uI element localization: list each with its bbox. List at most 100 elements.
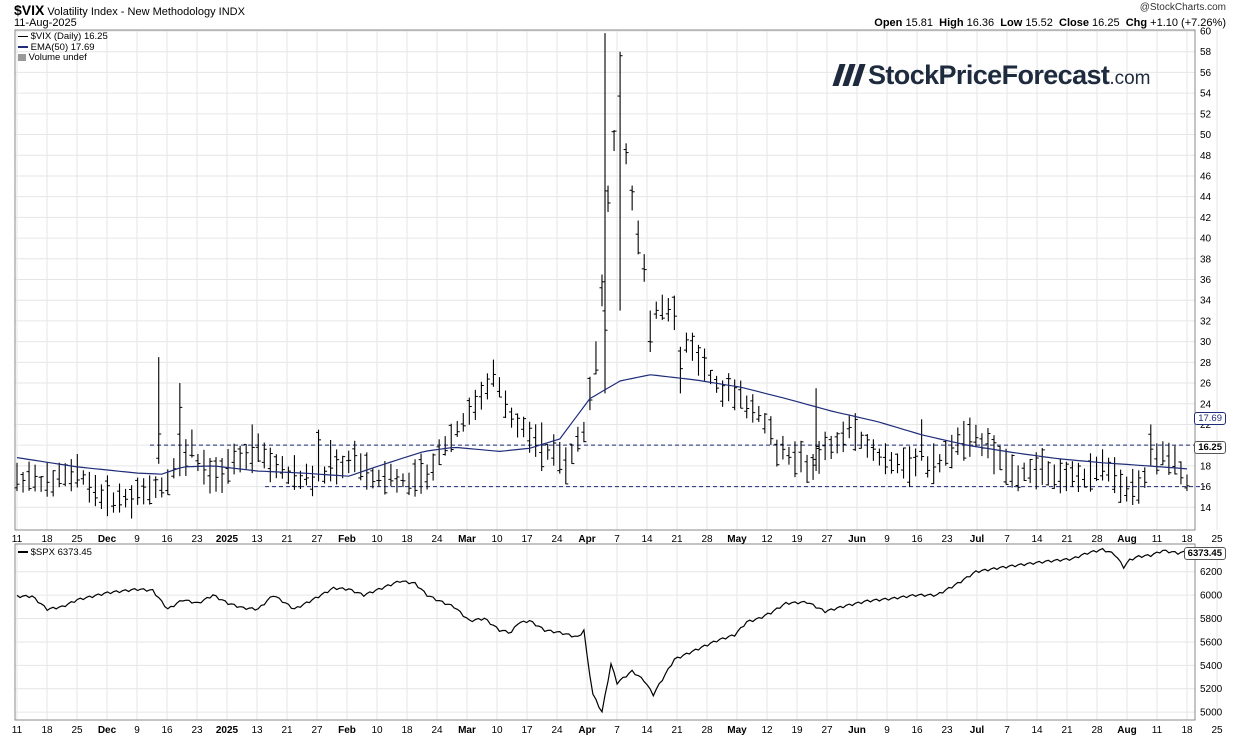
vix-x-tick-1: 18 [41,534,53,545]
spx-x-tick-37: Aug [1117,725,1136,736]
vix-x-tick-11: Feb [338,534,356,545]
ohlc-bar [466,397,472,425]
spx-x-tick-5: 16 [161,725,173,736]
ohlc-bar [635,220,641,255]
ohlc-bar [285,466,291,484]
spx-x-tick-21: 14 [641,725,653,736]
ohlc-bar [714,375,720,393]
spx-x-tick-4: 9 [134,725,140,736]
exchange: INDX [218,6,245,18]
ohlc-bar [1063,461,1069,492]
ohlc-bar [611,130,617,152]
ohlc-bar [1094,456,1100,482]
ohlc-bar [659,294,665,320]
ohlc-bar [810,454,816,480]
ohlc-bar [249,424,255,474]
vix-price-tag: 16.25 [1194,441,1226,454]
spx-x-tick-39: 18 [1181,725,1193,736]
ohlc-bar [913,448,919,477]
ohlc-bar [98,484,104,510]
ohlc-bar [201,449,207,485]
ohlc-bar [225,449,231,484]
vix-y-tick-30: 30 [1200,337,1212,348]
ohlc-bar [852,413,858,451]
ohlc-bar [1172,445,1178,475]
ohlc-bar [973,424,979,448]
ohlc-bar [1130,468,1136,505]
ohlc-bar [1033,452,1039,490]
ohlc-bar [340,455,346,479]
vix-y-tick-56: 56 [1200,68,1212,79]
spx-x-tick-28: Jun [848,725,866,736]
low-value: 15.52 [1025,17,1053,29]
vix-y-tick-44: 44 [1200,192,1212,203]
ohlc-bar [44,462,50,497]
ohlc-bar [334,449,340,485]
spx-x-tick-12: 10 [371,725,383,736]
chart-date: 11-Aug-2025 [14,17,77,29]
ohlc-bar [1075,462,1081,492]
vix-y-tick-22: 22 [1200,420,1212,431]
spx-x-tick-38: 11 [1152,725,1163,736]
ohlc-bar [840,421,846,453]
ohlc-bar [623,143,629,165]
quote-row: Open 15.81 High 16.36 Low 15.52 Close 16… [874,17,1226,29]
ohlc-bar [671,295,677,331]
spx-x-tick-15: Mar [458,725,476,736]
ohlc-bar [1142,467,1148,488]
ohlc-bar [141,478,147,505]
stockpriceforecast-logo: StockPriceForecast.com [832,60,1151,91]
vix-x-tick-10: 27 [311,534,323,545]
vix-x-tick-22: 21 [671,534,683,545]
ohlc-bar [882,443,888,475]
spx-x-tick-36: 28 [1091,725,1103,736]
ohlc-bar [303,463,309,486]
ohlc-bar [816,441,822,474]
vix-y-tick-24: 24 [1200,399,1212,410]
vix-x-tick-28: Jun [848,534,866,545]
spx-x-tick-23: 28 [701,725,713,736]
vix-x-tick-32: Jul [970,534,985,545]
ohlc-bar [316,429,322,482]
vix-x-tick-37: Aug [1117,534,1136,545]
ohlc-bar [726,373,732,402]
ohlc-bar [436,439,442,466]
vix-y-axis: 1416182022242628303234363840424446485052… [1200,27,1212,514]
high-value: 16.36 [966,17,995,29]
ohlc-bar [774,439,780,467]
ohlc-bar [587,376,593,411]
vix-y-tick-46: 46 [1200,171,1212,182]
spx-x-tick-0: 11 [12,725,23,736]
ohlc-bar [593,341,599,375]
ohlc-bar [74,454,80,488]
ohlc-bar [1100,449,1106,481]
spx-y-axis: 5000 5200 5400 5600 5800 6000 6200 [1200,567,1223,718]
ohlc-bar [665,298,671,322]
vix-x-tick-38: 11 [1152,534,1163,545]
ohlc-bar [412,459,418,497]
vix-y-tick-48: 48 [1200,151,1212,162]
ohlc-bar [979,433,985,457]
vix-y-tick-38: 38 [1200,254,1212,265]
ohlc-bar [394,468,400,493]
low-label: Low [1000,17,1023,29]
spx-swatch [18,551,28,554]
ema-swatch [18,46,28,49]
ohlc-bar [110,492,116,513]
ohlc-bar [86,471,92,503]
ohlc-bar [768,416,774,445]
ohlc-bar [80,470,86,485]
ohlc-bar [490,359,496,387]
vix-y-tick-16: 16 [1200,482,1212,493]
ohlc-bar [358,453,364,481]
legend-vix: $VIX (Daily) 16.25 [18,31,108,42]
ohlc-bar [1178,461,1184,485]
spx-x-tick-29: 9 [884,725,890,736]
ohlc-bar [104,475,110,517]
ohlc-bar [813,388,819,472]
vix-x-tick-21: 14 [641,534,653,545]
ohlc-bar [376,469,382,487]
ohlc-bar [551,434,557,466]
ohlc-bar [846,415,852,439]
